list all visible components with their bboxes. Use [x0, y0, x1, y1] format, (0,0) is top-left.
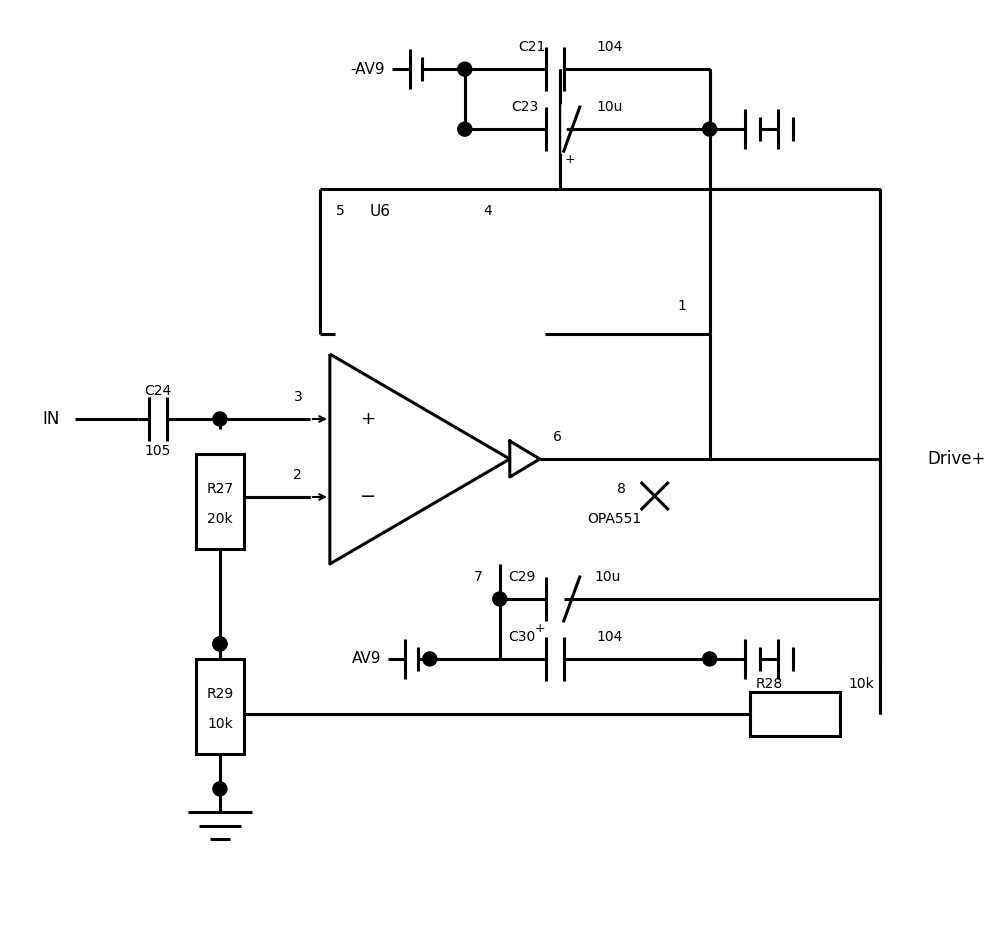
Text: OPA551: OPA551 — [588, 512, 642, 526]
Text: +: + — [564, 153, 575, 165]
Text: 10k: 10k — [849, 677, 875, 691]
Text: 10u: 10u — [597, 100, 623, 114]
Text: -AV9: -AV9 — [350, 61, 385, 76]
Text: 105: 105 — [145, 444, 171, 458]
Circle shape — [213, 782, 227, 796]
Text: 7: 7 — [473, 570, 482, 584]
Text: 104: 104 — [597, 41, 623, 54]
Text: R28: R28 — [756, 677, 783, 691]
Circle shape — [213, 637, 227, 651]
Bar — [196, 454, 244, 549]
Text: R27: R27 — [206, 482, 233, 497]
Bar — [750, 692, 840, 736]
Text: 2: 2 — [293, 468, 302, 482]
Text: Drive+: Drive+ — [928, 450, 986, 468]
Text: 8: 8 — [617, 482, 626, 496]
Circle shape — [458, 122, 472, 136]
Text: U6: U6 — [369, 204, 390, 219]
Text: 20k: 20k — [207, 513, 233, 527]
Text: +: + — [534, 622, 545, 635]
Text: −: − — [360, 487, 376, 507]
Text: C30: C30 — [508, 630, 535, 644]
Text: 10k: 10k — [207, 717, 233, 732]
Text: R29: R29 — [206, 687, 234, 701]
Text: 10u: 10u — [595, 570, 621, 584]
Text: C23: C23 — [511, 100, 538, 114]
Text: 3: 3 — [293, 390, 302, 404]
Bar — [196, 659, 244, 754]
Text: 5: 5 — [335, 204, 344, 218]
Text: 104: 104 — [597, 630, 623, 644]
Text: 1: 1 — [677, 299, 686, 313]
Text: C21: C21 — [518, 41, 545, 54]
Circle shape — [703, 122, 717, 136]
Circle shape — [458, 62, 472, 76]
Circle shape — [423, 652, 437, 666]
Text: 6: 6 — [553, 430, 562, 444]
Text: IN: IN — [42, 410, 59, 428]
Circle shape — [213, 412, 227, 426]
Text: C29: C29 — [508, 570, 535, 584]
Circle shape — [213, 637, 227, 651]
Text: 4: 4 — [483, 204, 492, 218]
Circle shape — [703, 652, 717, 666]
Text: +: + — [360, 410, 375, 428]
Circle shape — [493, 592, 507, 606]
Text: C24: C24 — [144, 384, 172, 398]
Text: AV9: AV9 — [352, 651, 382, 666]
